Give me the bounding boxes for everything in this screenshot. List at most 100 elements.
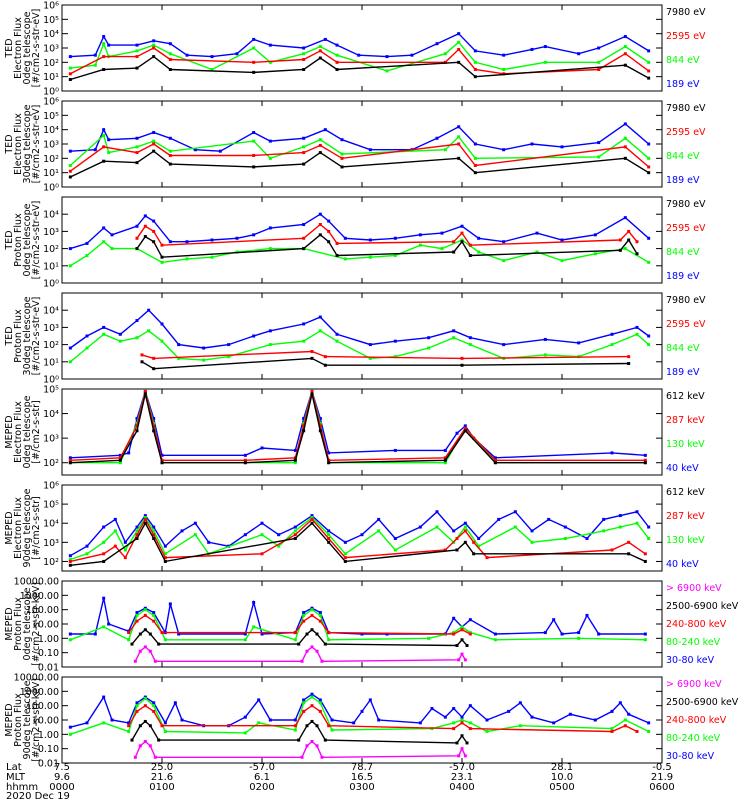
data-point: [473, 164, 477, 167]
data-point: [143, 628, 147, 632]
data-point: [602, 529, 606, 533]
data-point: [318, 613, 322, 617]
data-point: [560, 145, 564, 149]
data-point: [460, 240, 464, 244]
data-point: [643, 453, 647, 457]
data-point: [252, 153, 256, 157]
data-point: [260, 446, 264, 450]
data-point: [302, 52, 306, 56]
data-point: [502, 343, 506, 347]
data-point: [302, 236, 306, 240]
data-point: [560, 259, 564, 263]
data-point: [180, 529, 184, 533]
lat-tick-label: -57.0: [449, 762, 475, 773]
data-point: [318, 429, 322, 433]
data-point: [323, 37, 327, 41]
data-point: [68, 72, 72, 76]
series-group: [68, 308, 651, 371]
data-point: [485, 556, 489, 560]
data-point: [443, 60, 447, 64]
data-point: [152, 424, 156, 428]
data-point: [302, 424, 306, 428]
data-point: [152, 356, 156, 360]
data-point: [85, 253, 89, 257]
data-point: [207, 540, 211, 544]
data-point: [177, 356, 181, 360]
data-point: [623, 63, 627, 67]
data-point: [302, 698, 306, 702]
y-axis-title-line: TED: [4, 326, 15, 346]
data-point: [597, 60, 601, 64]
data-point: [68, 732, 72, 736]
data-point: [318, 151, 322, 155]
data-point: [647, 165, 651, 169]
y-axis-title-line: 0deg telescope: [22, 395, 33, 468]
data-point: [315, 744, 319, 748]
data-point: [627, 712, 631, 716]
data-point: [460, 715, 464, 719]
data-point: [318, 143, 322, 147]
data-point: [635, 252, 639, 256]
data-point: [610, 727, 614, 731]
data-point: [623, 122, 627, 126]
data-point: [647, 721, 651, 725]
data-point: [260, 533, 264, 537]
data-point: [135, 709, 139, 713]
data-point: [460, 224, 464, 228]
legend-entry: 7980 eV: [666, 103, 706, 114]
data-point: [113, 544, 117, 548]
data-point: [102, 55, 106, 59]
data-point: [597, 46, 601, 50]
data-point: [135, 55, 139, 59]
data-point: [352, 721, 356, 725]
legend-entry: 130 keV: [666, 439, 705, 450]
data-point: [147, 329, 151, 333]
data-point: [468, 336, 472, 340]
y-tick-label: 10⁵: [43, 111, 59, 122]
data-point: [152, 43, 156, 47]
data-point: [563, 537, 567, 541]
data-point: [340, 156, 344, 160]
data-point: [457, 47, 461, 51]
data-point: [185, 257, 189, 261]
data-point: [643, 552, 647, 556]
data-point: [163, 544, 167, 548]
y-tick-label: 1000.00: [20, 591, 59, 602]
data-point: [252, 70, 256, 74]
y-tick-label: 10²: [43, 154, 59, 165]
data-point: [457, 135, 461, 139]
data-point: [68, 638, 72, 642]
data-point: [152, 149, 156, 153]
y-tick-label: 10⁵: [43, 385, 59, 396]
data-point: [85, 346, 89, 350]
data-point: [260, 552, 264, 556]
data-point: [293, 448, 297, 452]
y-tick-label: 10⁶: [43, 97, 59, 108]
data-point: [148, 744, 152, 748]
data-point: [302, 68, 306, 71]
data-point: [623, 52, 627, 56]
data-point: [327, 529, 331, 533]
y-tick-label: 1.00: [38, 730, 59, 741]
data-point: [85, 544, 89, 548]
data-point: [610, 332, 614, 336]
data-point: [643, 458, 647, 462]
y-tick-label: 10³: [43, 44, 59, 55]
data-point: [148, 724, 152, 728]
data-point: [427, 636, 431, 640]
y-axis-title-line: TED: [4, 38, 15, 58]
data-point: [327, 451, 331, 455]
data-point: [393, 537, 397, 541]
data-point: [310, 613, 314, 617]
y-tick-label: 10⁴: [43, 210, 59, 221]
data-point: [135, 136, 139, 140]
data-point: [123, 548, 127, 552]
data-point: [455, 537, 459, 541]
data-point: [177, 343, 181, 347]
data-point: [623, 718, 627, 722]
data-point: [302, 619, 306, 623]
data-point: [368, 255, 372, 259]
data-point: [457, 754, 461, 758]
